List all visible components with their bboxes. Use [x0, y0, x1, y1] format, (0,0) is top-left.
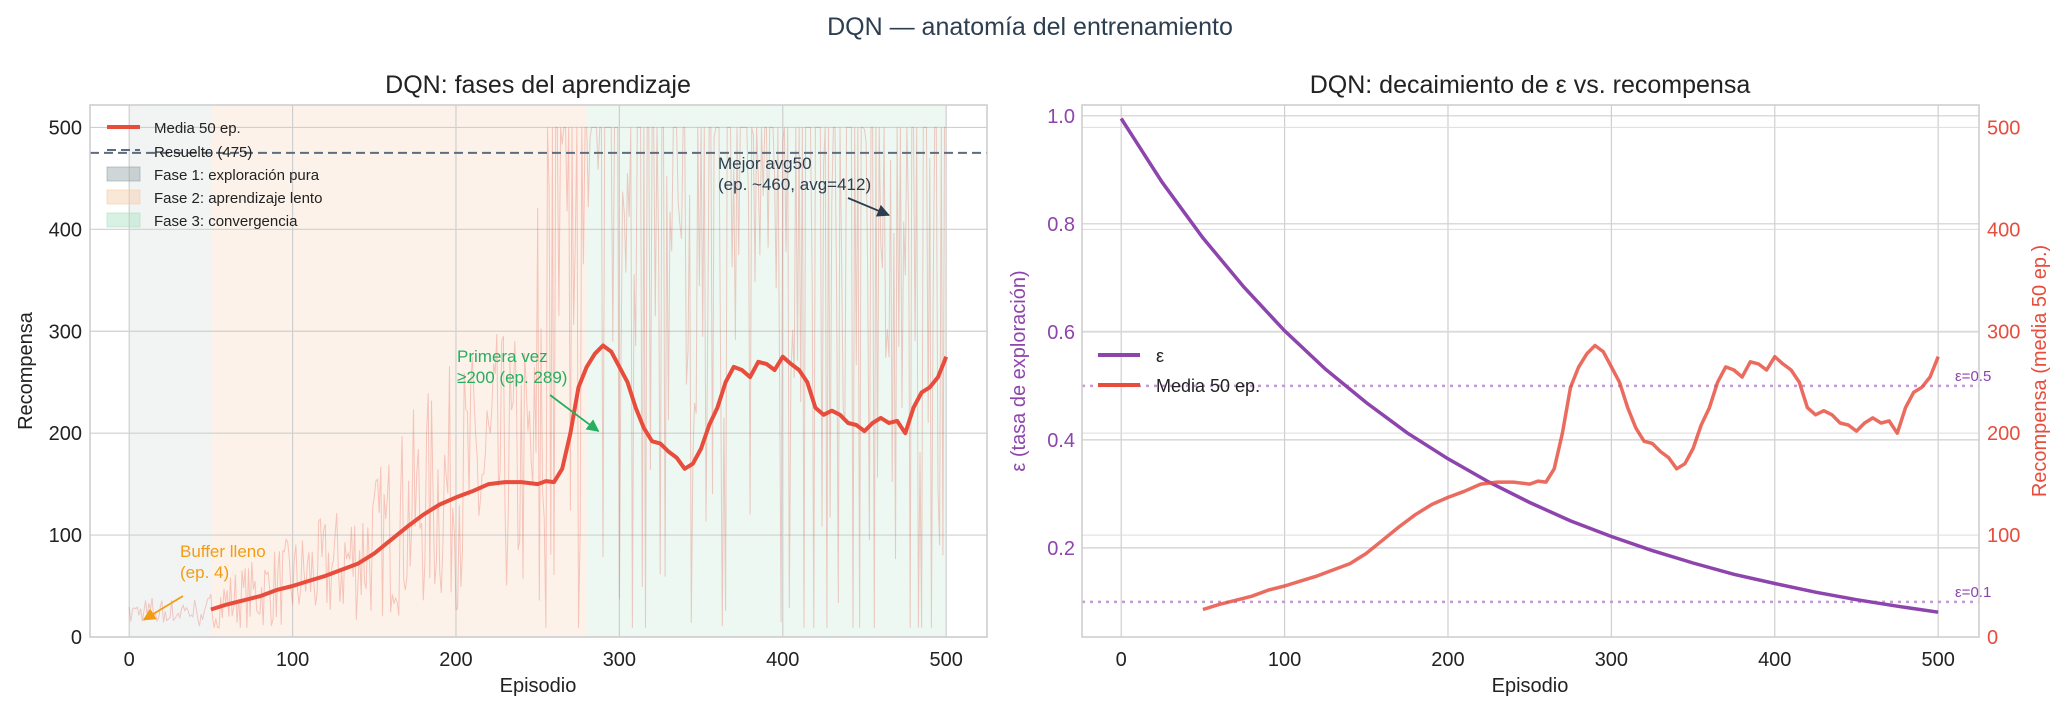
phase-band-3 [586, 105, 947, 637]
y-tick-label-right: 200 [1987, 423, 2020, 445]
series-line-avg50 [210, 343, 949, 612]
y-tick-label-left: 0.4 [1047, 430, 1075, 452]
y-tick-label: 400 [49, 219, 82, 241]
legend-label-epsilon: ε [1156, 346, 1164, 366]
annotation-first200: Primera vez ≥200 (ep. 289) [457, 347, 567, 387]
phase-band-1 [129, 105, 211, 637]
series-line-epsilon [1119, 117, 1939, 614]
y-tick-label-right: 300 [1987, 321, 2020, 343]
x-tick-label: 0 [1116, 649, 1127, 671]
x-tick-label: 300 [603, 649, 636, 671]
y-tick-label-right: 100 [1987, 525, 2020, 547]
y-tick-label-left: 0.2 [1047, 538, 1075, 560]
legend-swatch-phase-1 [106, 166, 141, 182]
y-tick-label-left: 0.6 [1047, 322, 1075, 344]
figure-title: DQN — anatomía del entrenamiento [827, 13, 1233, 41]
y-tick-label: 0 [71, 627, 82, 649]
right-legend: ε Media 50 ep. [1098, 346, 1260, 396]
right-y2-axis-label: Recompensa (media 50 ep.) [2029, 245, 2051, 497]
y-tick-label-left: 1.0 [1047, 106, 1075, 128]
y-tick-label-right: 0 [1987, 627, 1998, 649]
legend-label-solved: Resuelto (475) [154, 144, 252, 161]
legend-label-avg50: Media 50 ep. [154, 120, 241, 137]
legend-label-phase-3: Fase 3: convergencia [154, 213, 298, 230]
x-tick-label: 0 [124, 649, 135, 671]
legend-label-phase-2: Fase 2: aprendizaje lento [154, 190, 322, 207]
x-tick-label: 300 [1595, 649, 1628, 671]
x-tick-label: 100 [1268, 649, 1301, 671]
x-tick-label: 100 [276, 649, 309, 671]
legend-swatch-phase-2 [106, 189, 141, 205]
x-tick-label: 200 [439, 649, 472, 671]
y-tick-label: 200 [49, 423, 82, 445]
annotation-buffer-arrow [142, 595, 184, 621]
left-chart: Buffer lleno (ep. 4) Primera vez ≥200 (ep. … [15, 71, 988, 697]
legend-label-reward: Media 50 ep. [1156, 376, 1260, 396]
right-x-axis-label: Episodio [1492, 675, 1569, 697]
y-tick-label: 500 [49, 117, 82, 139]
right-chart-title: DQN: decaimiento de ε vs. recompensa [1310, 71, 1751, 99]
epsilon-reference-label: ε=0.5 [1955, 368, 1991, 385]
right-chart: ε=0.5 ε=0.1 0 100 200 300 400 500 0.2 0.4 0.6 0.8 1… [1008, 71, 2051, 697]
x-tick-label: 400 [1758, 649, 1791, 671]
left-x-axis-label: Episodio [500, 675, 577, 697]
series-line-reward-avg50 [1202, 343, 1940, 612]
y-tick-label-right: 400 [1987, 219, 2020, 241]
y-tick-label: 100 [49, 525, 82, 547]
y-tick-label-right: 500 [1987, 117, 2020, 139]
annotation-buffer: Buffer lleno (ep. 4) [180, 542, 266, 582]
legend-swatch-phase-3 [106, 212, 141, 228]
left-plot-frame [89, 104, 988, 638]
left-chart-title: DQN: fases del aprendizaje [385, 71, 691, 99]
epsilon-reference-label: ε=0.1 [1955, 584, 1991, 601]
x-tick-label: 400 [766, 649, 799, 671]
x-tick-label: 500 [929, 649, 962, 671]
annotation-best-arrow [847, 197, 890, 217]
annotation-best-avg50: Mejor avg50 (ep. ~460, avg=412) [718, 154, 871, 194]
left-y-axis-label: Recompensa [15, 311, 37, 430]
left-legend: Media 50 ep. Resuelto (475) Fase 1: explor… [106, 120, 322, 230]
y-tick-label: 300 [49, 321, 82, 343]
raw-reward-line [128, 126, 947, 629]
legend-label-phase-1: Fase 1: exploración pura [154, 167, 320, 184]
right-y-axis-label: ε (tasa de exploración) [1008, 270, 1030, 471]
phase-band-2 [210, 105, 587, 637]
y-tick-label-left: 0.8 [1047, 214, 1075, 236]
x-tick-label: 500 [1921, 649, 1954, 671]
right-plot-frame [1081, 104, 1980, 638]
x-tick-label: 200 [1431, 649, 1464, 671]
annotation-first200-arrow [549, 394, 600, 432]
